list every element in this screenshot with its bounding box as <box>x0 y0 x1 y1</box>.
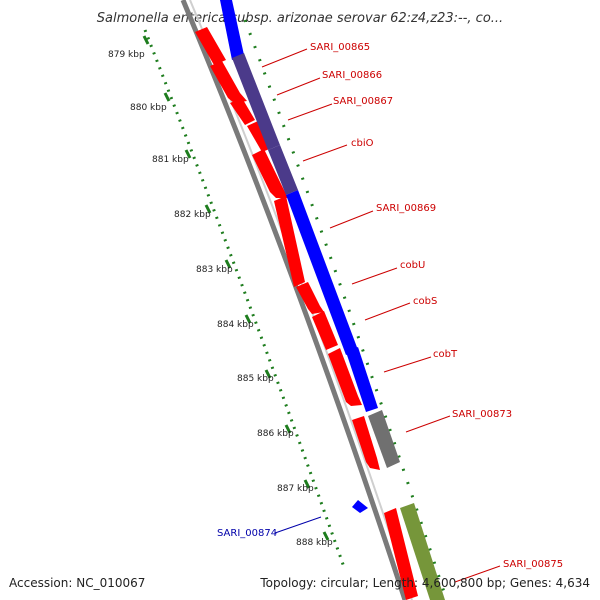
kbp-label: 887 kbp <box>277 484 314 494</box>
gene-block <box>400 503 445 600</box>
gene-label[interactable]: SARI_00867 <box>333 96 393 107</box>
gene-block <box>296 282 324 314</box>
kbp-label: 884 kbp <box>217 320 254 330</box>
gene-label[interactable]: SARI_00873 <box>452 409 512 420</box>
gene-label[interactable]: SARI_00875 <box>503 559 563 570</box>
kbp-label: 880 kbp <box>130 103 167 113</box>
gene-block <box>210 61 247 103</box>
gene-block <box>268 145 298 195</box>
scale-dotted-line <box>143 29 347 571</box>
gene-label[interactable]: SARI_00865 <box>310 42 370 53</box>
kbp-label: 881 kbp <box>152 155 189 165</box>
gene-block <box>312 311 338 350</box>
gene-label[interactable]: SARI_00866 <box>322 70 382 81</box>
gene-labels: SARI_00865 SARI_00866 SARI_00867 cbiO SA… <box>217 42 563 570</box>
gene-block <box>328 348 362 406</box>
gene-block <box>232 53 280 150</box>
kbp-label: 882 kbp <box>174 210 211 220</box>
kbp-label: 883 kbp <box>196 265 233 275</box>
kbp-label: 879 kbp <box>108 50 145 60</box>
gene-label[interactable]: cobS <box>413 296 437 307</box>
gene-block <box>368 410 400 468</box>
outer-tick-line <box>243 19 447 596</box>
kbp-label: 888 kbp <box>296 538 333 548</box>
backbone <box>180 0 413 600</box>
gene-block <box>274 196 305 287</box>
gene-label[interactable]: cobU <box>400 260 425 271</box>
gene-block <box>286 190 358 355</box>
outer-gene-track <box>220 0 445 600</box>
gene-block <box>352 416 380 470</box>
gene-sari00874 <box>352 500 368 513</box>
kbp-ticks <box>142 35 330 541</box>
label-connectors <box>261 48 501 583</box>
inner-gene-track <box>195 27 418 600</box>
gene-label[interactable]: SARI_00869 <box>376 203 436 214</box>
accession-text: Accession: NC_010067 <box>9 576 145 590</box>
topology-text: Topology: circular; Length: 4,600,800 bp… <box>259 576 590 590</box>
map-title: Salmonella enterica subsp. arizonae sero… <box>97 11 503 26</box>
kbp-labels: 879 kbp 880 kbp 881 kbp 882 kbp 883 kbp … <box>108 50 333 548</box>
gene-block <box>195 27 226 65</box>
kbp-label: 886 kbp <box>257 429 294 439</box>
gene-block <box>252 149 288 198</box>
gene-label[interactable]: cobT <box>433 349 458 360</box>
gene-block <box>220 0 244 60</box>
kbp-label: 885 kbp <box>237 374 274 384</box>
gene-block <box>346 347 378 412</box>
gene-label[interactable]: cbiO <box>351 138 374 149</box>
gene-block <box>384 508 418 600</box>
gene-block <box>230 98 255 125</box>
gene-label[interactable]: SARI_00874 <box>217 528 277 539</box>
